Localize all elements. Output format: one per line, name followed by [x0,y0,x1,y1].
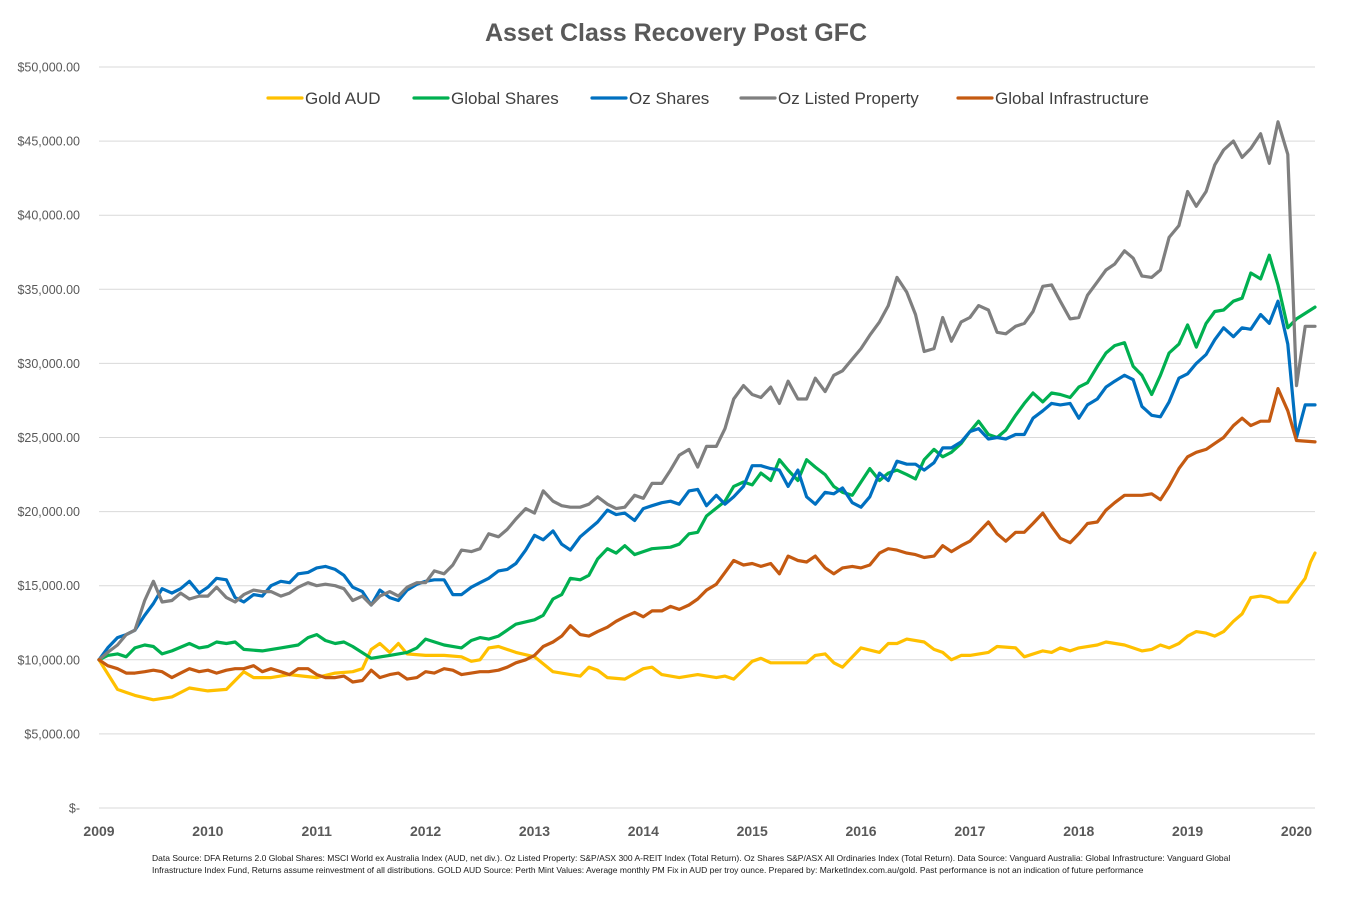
data-source-footnote: Data Source: DFA Returns 2.0 Global Shar… [152,852,1302,876]
x-tick-label: 2015 [737,823,768,839]
legend-label-oz-listed-property: Oz Listed Property [778,89,919,108]
x-tick-label: 2018 [1063,823,1094,839]
legend-label-global-shares: Global Shares [451,89,559,108]
x-tick-label: 2009 [83,823,114,839]
x-tick-label: 2013 [519,823,550,839]
y-tick-label: $5,000.00 [24,727,80,741]
y-tick-label: $35,000.00 [17,283,80,297]
series-line-global-infrastructure [97,387,1317,684]
y-tick-label: $10,000.00 [17,653,80,667]
x-tick-label: 2020 [1281,823,1312,839]
footnote-line-1: Data Source: DFA Returns 2.0 Global Shar… [152,853,1231,863]
x-tick-label: 2010 [192,823,223,839]
x-tick-label: 2011 [302,823,333,839]
series-line-global-shares [97,253,1317,662]
x-tick-label: 2014 [628,823,659,839]
legend-label-gold-aud: Gold AUD [305,89,381,108]
footnote-line-2: Infrastructure Index Fund, Returns assum… [152,865,1144,875]
series-line-oz-listed-property [97,120,1317,662]
y-tick-label: $- [69,802,80,816]
x-axis-ticks: 2009 2010 2011 2012 2013 2014 2015 2016 2017 2018… [83,823,1312,839]
legend-label-oz-shares: Oz Shares [629,89,709,108]
legend-label-global-infrastructure: Global Infrastructure [995,89,1149,108]
y-tick-label: $15,000.00 [17,579,80,593]
line-chart-svg: $- $5,000.00 $10,000.00 $15,000.00 $20,000.0… [17,19,1317,839]
y-tick-label: $45,000.00 [17,135,80,149]
y-tick-label: $50,000.00 [17,61,80,75]
gridlines [99,66,1315,809]
y-tick-label: $25,000.00 [17,431,80,445]
y-axis-ticks: $- $5,000.00 $10,000.00 $15,000.00 $20,000.0… [17,61,80,816]
y-tick-label: $40,000.00 [17,209,80,223]
chart-title: Asset Class Recovery Post GFC [485,19,867,47]
x-tick-label: 2012 [410,823,441,839]
series-line-gold-aud [97,551,1317,702]
series-lines [97,120,1317,702]
x-tick-label: 2016 [845,823,876,839]
series-line-oz-shares [97,299,1317,662]
legend: Gold AUD Global Shares Oz Shares Oz Listed … [266,89,1149,108]
x-tick-label: 2017 [954,823,985,839]
y-tick-label: $30,000.00 [17,357,80,371]
y-tick-label: $20,000.00 [17,505,80,519]
x-tick-label: 2019 [1172,823,1203,839]
